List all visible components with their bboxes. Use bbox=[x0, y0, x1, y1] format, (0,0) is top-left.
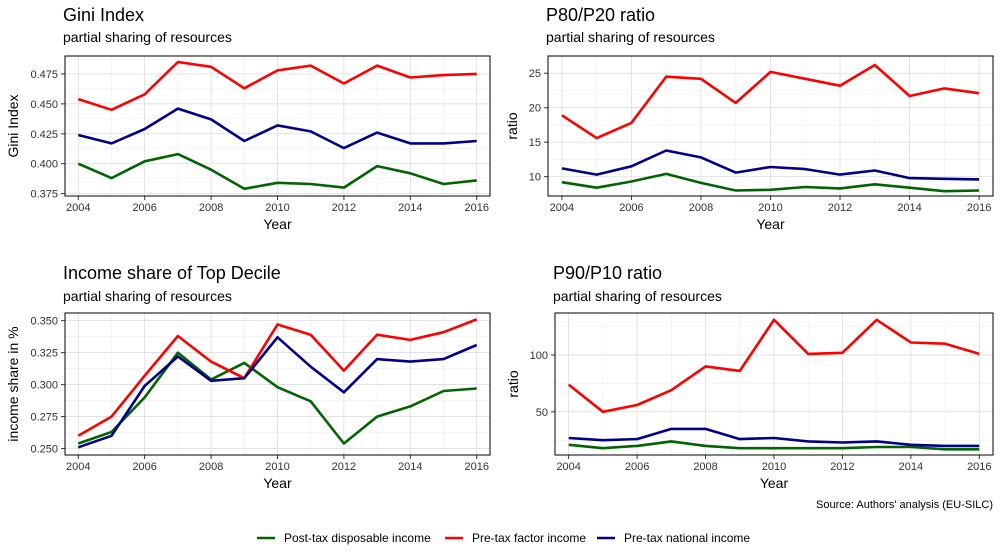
x-axis-label: Year bbox=[263, 475, 292, 491]
x-axis-label: Year bbox=[756, 216, 785, 232]
x-tick-label: 2012 bbox=[332, 461, 356, 473]
series-line bbox=[567, 318, 980, 414]
source-note: Source: Authors' analysis (EU-SILC) bbox=[816, 499, 993, 511]
x-tick-label: 2012 bbox=[830, 461, 854, 473]
panel-subtitle: partial sharing of resources bbox=[546, 29, 715, 45]
y-axis-label: Gini Index bbox=[5, 94, 21, 157]
y-tick-label: 10 bbox=[529, 172, 541, 184]
x-tick-label: 2006 bbox=[625, 461, 649, 473]
legend-item: Pre-tax national income bbox=[597, 531, 750, 545]
panel-1: 2004 2006 2008 2010 2012 2014 2016 0.375 0.400 0.… bbox=[5, 5, 491, 232]
x-tick-label: 2012 bbox=[332, 202, 356, 214]
y-tick-label: 0.400 bbox=[30, 159, 58, 171]
x-tick-label: 2016 bbox=[464, 202, 488, 214]
panel-subtitle: partial sharing of resources bbox=[63, 288, 232, 304]
x-tick-label: 2016 bbox=[464, 461, 488, 473]
major-grid bbox=[555, 313, 993, 455]
legend: Post-tax disposable income Pre-tax factor… bbox=[257, 531, 750, 545]
series-line bbox=[568, 440, 980, 451]
y-tick-label: 0.350 bbox=[30, 316, 58, 328]
panel-4: 2004 2006 2008 2010 2012 2014 2016 50 100 P90/P10… bbox=[505, 263, 994, 491]
x-tick-label: 2008 bbox=[689, 202, 713, 214]
y-axis-label: income share in % bbox=[5, 326, 21, 441]
series-line bbox=[77, 152, 477, 191]
legend-item: Post-tax disposable income bbox=[257, 531, 431, 545]
x-tick-label: 2008 bbox=[199, 202, 223, 214]
panel-border bbox=[547, 55, 994, 197]
x-tick-label: 2014 bbox=[897, 202, 921, 214]
x-tick-label: 2008 bbox=[693, 461, 717, 473]
legend-label: Pre-tax national income bbox=[624, 531, 750, 545]
y-tick-label: 0.425 bbox=[30, 129, 58, 141]
panel-border bbox=[554, 312, 994, 456]
x-tick-label: 2016 bbox=[967, 461, 991, 473]
legend-item: Pre-tax factor income bbox=[445, 531, 586, 545]
y-tick-label: 0.275 bbox=[30, 412, 58, 424]
panel-title: Income share of Top Decile bbox=[63, 263, 281, 283]
panel-3: 2004 2006 2008 2010 2012 2014 2016 0.250 0.275 0.… bbox=[5, 263, 491, 491]
y-tick-label: 25 bbox=[529, 68, 541, 80]
x-tick-label: 2014 bbox=[899, 461, 923, 473]
panel-border bbox=[64, 55, 491, 197]
legend-label: Pre-tax factor income bbox=[472, 531, 586, 545]
x-tick-label: 2004 bbox=[550, 202, 574, 214]
y-tick-label: 0.375 bbox=[30, 189, 58, 201]
series-line bbox=[77, 107, 477, 150]
y-tick-label: 0.450 bbox=[30, 99, 58, 111]
x-tick-label: 2004 bbox=[556, 461, 580, 473]
major-grid bbox=[65, 313, 490, 455]
x-tick-label: 2010 bbox=[265, 202, 289, 214]
y-tick-label: 0.250 bbox=[30, 444, 58, 456]
x-tick-label: 2008 bbox=[199, 461, 223, 473]
y-tick-label: 0.475 bbox=[30, 69, 58, 81]
x-tick-label: 2004 bbox=[66, 461, 90, 473]
series-line bbox=[561, 172, 980, 193]
series-line bbox=[77, 318, 478, 437]
panel-title: P90/P10 ratio bbox=[553, 263, 662, 283]
panel-subtitle: partial sharing of resources bbox=[553, 288, 722, 304]
series-line bbox=[77, 60, 477, 112]
panel-title: Gini Index bbox=[63, 5, 144, 25]
y-axis-label: ratio bbox=[504, 112, 520, 139]
x-tick-label: 2006 bbox=[132, 202, 156, 214]
x-tick-label: 2016 bbox=[967, 202, 991, 214]
x-axis-label: Year bbox=[760, 475, 789, 491]
x-tick-label: 2010 bbox=[762, 461, 786, 473]
x-tick-label: 2010 bbox=[758, 202, 782, 214]
x-axis-label: Year bbox=[263, 216, 292, 232]
x-tick-label: 2012 bbox=[828, 202, 852, 214]
series-line bbox=[77, 336, 478, 449]
y-axis-label: ratio bbox=[505, 370, 521, 397]
y-tick-label: 15 bbox=[529, 137, 541, 149]
panel-title: P80/P20 ratio bbox=[546, 5, 655, 25]
x-tick-label: 2010 bbox=[265, 461, 289, 473]
x-tick-label: 2014 bbox=[398, 202, 422, 214]
panel-border bbox=[64, 312, 491, 456]
y-tick-label: 20 bbox=[529, 103, 541, 115]
x-tick-label: 2014 bbox=[398, 461, 422, 473]
series-line bbox=[561, 63, 980, 140]
legend-label: Post-tax disposable income bbox=[284, 531, 431, 545]
panel-subtitle: partial sharing of resources bbox=[63, 29, 232, 45]
series-line bbox=[77, 351, 477, 445]
y-tick-label: 100 bbox=[530, 350, 548, 362]
y-tick-label: 0.300 bbox=[30, 380, 58, 392]
panel-2: 2004 2006 2008 2010 2012 2014 2016 10 15 20 25 P80/… bbox=[504, 5, 994, 232]
x-tick-label: 2004 bbox=[66, 202, 90, 214]
x-tick-label: 2006 bbox=[619, 202, 643, 214]
series-line bbox=[561, 149, 980, 181]
y-tick-label: 0.325 bbox=[30, 348, 58, 360]
x-tick-label: 2006 bbox=[132, 461, 156, 473]
y-tick-label: 50 bbox=[536, 407, 548, 419]
major-grid bbox=[548, 56, 993, 196]
series-line bbox=[568, 427, 980, 448]
